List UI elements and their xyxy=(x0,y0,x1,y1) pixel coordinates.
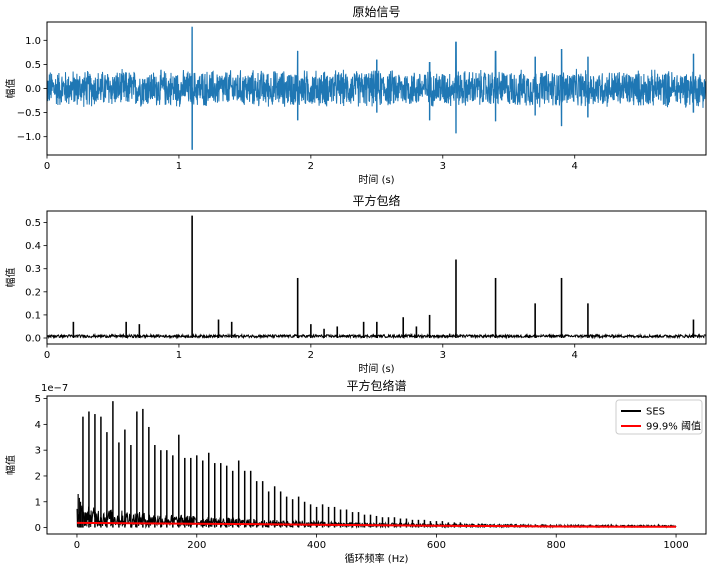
x-tick-label: 0 xyxy=(44,350,50,361)
x-tick-label: 200 xyxy=(187,540,206,551)
y-tick-label: 0.5 xyxy=(25,60,41,71)
x-axis-label: 时间 (s) xyxy=(358,362,394,375)
x-tick-label: 3 xyxy=(440,350,446,361)
plot-area xyxy=(47,215,706,340)
y-tick-label: 2 xyxy=(35,471,41,482)
y-tick-label: 0.4 xyxy=(25,241,41,252)
y-tick-label: 3 xyxy=(35,446,41,457)
raw-signal-panel: 原始信号 时间 (s) 幅值 0 1 2 3 4 −1.0 −0.5 0.0 0.5 1.0 xyxy=(4,5,707,186)
y-tick-label: 0.5 xyxy=(25,218,41,229)
y-tick-label: 0.3 xyxy=(25,264,41,275)
y-tick-label: −1.0 xyxy=(17,132,41,143)
panel-title: 平方包络 xyxy=(352,193,400,208)
x-tick-label: 600 xyxy=(427,540,446,551)
y-tick-label: 0.1 xyxy=(25,310,41,321)
x-tick-label: 2 xyxy=(308,161,314,172)
y-axis-label: 幅值 xyxy=(4,79,17,99)
squared-envelope-panel: 平方包络 时间 (s) 幅值 0 1 2 3 4 0.0 0.1 0.2 0.3 0.4 0.5 xyxy=(4,193,707,375)
axes-frame xyxy=(46,210,707,345)
x-axis-label: 循环频率 (Hz) xyxy=(345,552,409,565)
y-tick-label: 5 xyxy=(35,394,41,405)
envelope-spectrum-panel: 平方包络谱 循环频率 (Hz) 幅值 1e−7 SES 99.9% 阈值 0 200 4… xyxy=(4,378,707,565)
x-tick-label: 1 xyxy=(176,161,182,172)
x-tick-label: 0 xyxy=(44,161,50,172)
legend-label: 99.9% 阈值 xyxy=(646,420,701,433)
x-tick-label: 400 xyxy=(307,540,326,551)
y-tick-label: 1.0 xyxy=(25,36,41,47)
panel-title: 平方包络谱 xyxy=(346,378,406,393)
y-axis-label: 幅值 xyxy=(4,455,17,475)
y-tick-label: −0.5 xyxy=(17,108,41,119)
plot-area xyxy=(47,26,706,150)
x-tick-label: 4 xyxy=(572,350,578,361)
y-axis-label: 幅值 xyxy=(4,268,17,288)
y-tick-label: 1 xyxy=(35,497,41,508)
x-tick-label: 800 xyxy=(547,540,566,551)
legend-label: SES xyxy=(646,407,665,418)
y-tick-label: 0.2 xyxy=(25,287,41,298)
plot-area xyxy=(76,401,677,529)
x-tick-label: 2 xyxy=(308,350,314,361)
y-tick-label: 0 xyxy=(35,523,41,534)
x-tick-label: 1000 xyxy=(663,540,688,551)
x-tick-label: 0 xyxy=(74,540,80,551)
x-axis-label: 时间 (s) xyxy=(358,173,394,186)
y-axis-exponent-label: 1e−7 xyxy=(41,383,68,394)
threshold-line xyxy=(76,521,677,528)
axes-frame xyxy=(46,395,707,535)
x-tick-label: 4 xyxy=(572,161,578,172)
y-tick-label: 4 xyxy=(35,420,41,431)
y-tick-label: 0.0 xyxy=(25,84,41,95)
y-tick-label: 0.0 xyxy=(25,333,41,344)
panel-title: 原始信号 xyxy=(352,5,400,19)
x-tick-label: 1 xyxy=(176,350,182,361)
x-tick-label: 3 xyxy=(440,161,446,172)
